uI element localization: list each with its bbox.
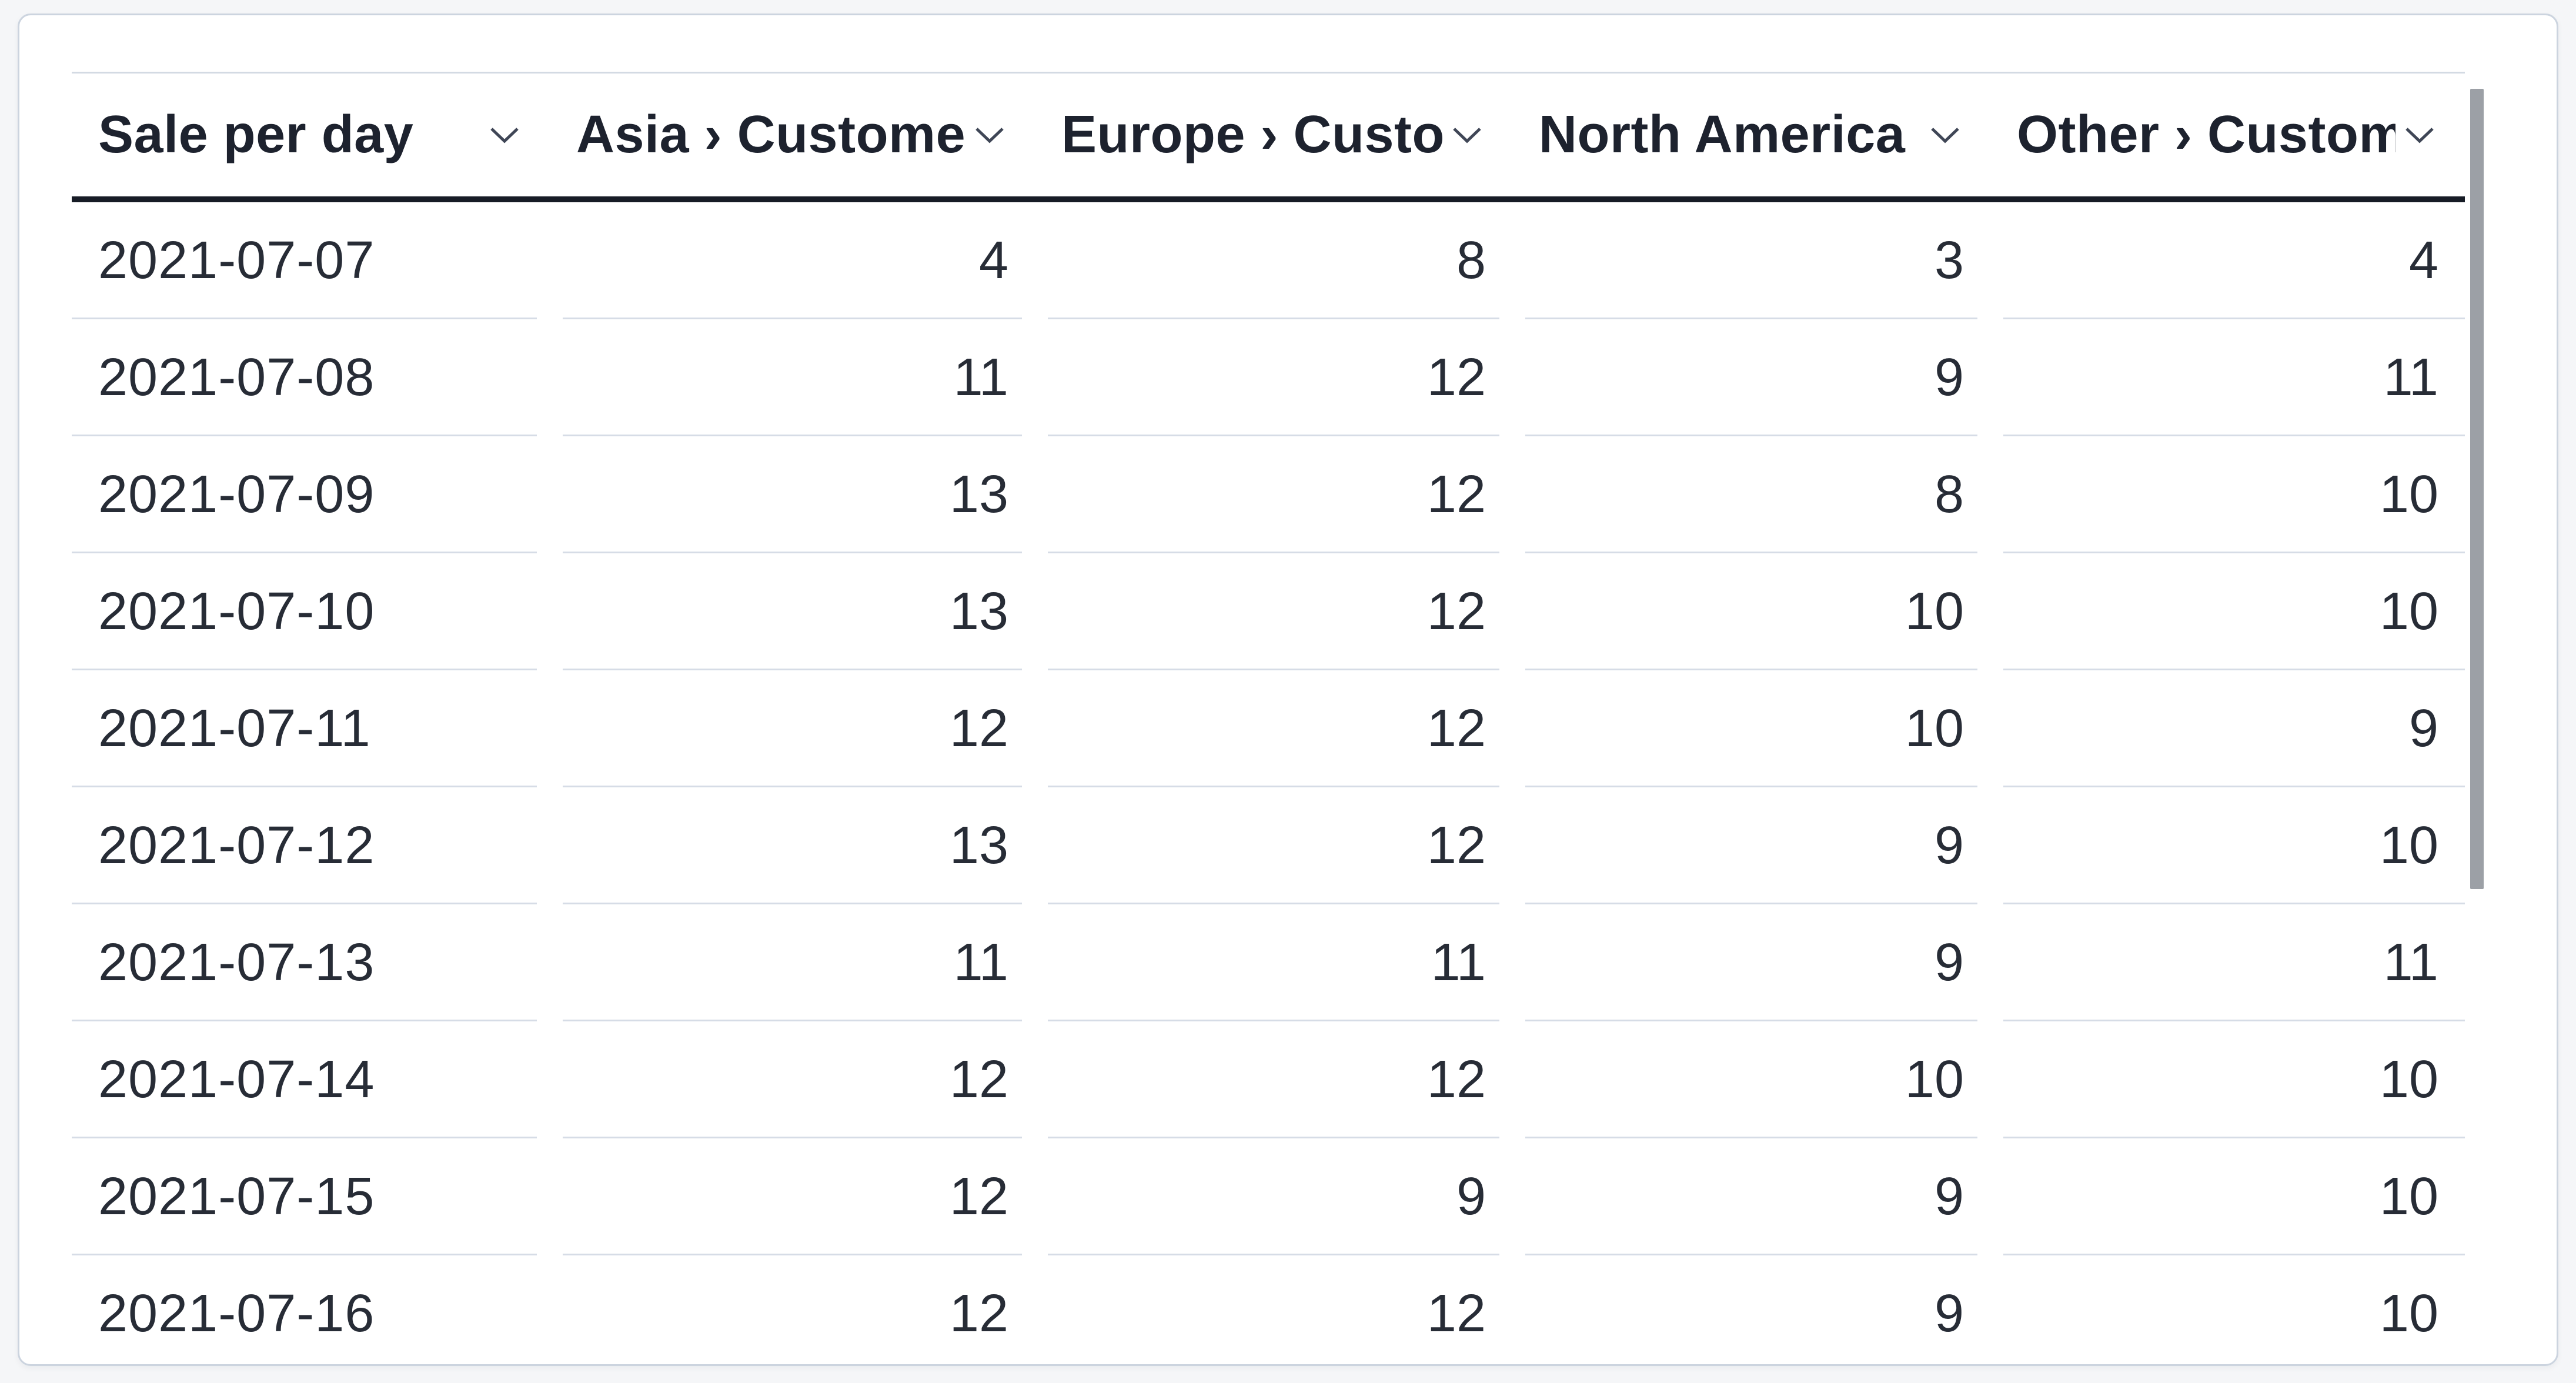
- cell-value[interactable]: 9: [1512, 1138, 1990, 1255]
- cell-value[interactable]: 13: [550, 787, 1035, 904]
- cell-value[interactable]: 10: [1990, 436, 2465, 553]
- column-header-north-america-customers[interactable]: North America › Customers: [1512, 74, 1990, 196]
- cell-value[interactable]: 12: [1035, 670, 1512, 787]
- table-row: 2021-07-09 13 12 8 10: [72, 436, 2465, 553]
- cell-value[interactable]: 12: [1035, 436, 1512, 553]
- column-header-europe-customers[interactable]: Europe › Customers: [1035, 74, 1512, 196]
- table-row: 2021-07-14 12 12 10 10: [72, 1021, 2465, 1138]
- column-header-asia-customers[interactable]: Asia › Customers: [550, 74, 1035, 196]
- table-row: 2021-07-08 11 12 9 11: [72, 319, 2465, 436]
- cell-value[interactable]: 12: [550, 1021, 1035, 1138]
- cell-date[interactable]: 2021-07-15: [72, 1138, 550, 1255]
- cell-value[interactable]: 12: [550, 670, 1035, 787]
- vertical-scrollbar-thumb[interactable]: [2470, 89, 2484, 889]
- table-body: 2021-07-07 4 8 3 4 2021-07-08 11 12 9 11 2021-07-0…: [72, 202, 2465, 1364]
- column-header-other-customers[interactable]: Other › Customers: [1990, 74, 2465, 196]
- cell-value[interactable]: 12: [1035, 787, 1512, 904]
- cell-value[interactable]: 9: [1512, 319, 1990, 436]
- cell-date[interactable]: 2021-07-09: [72, 436, 550, 553]
- cell-value[interactable]: 13: [550, 553, 1035, 670]
- cell-value[interactable]: 8: [1512, 436, 1990, 553]
- cell-value[interactable]: 9: [1934, 1284, 1964, 1343]
- cell-value[interactable]: 9: [1512, 904, 1990, 1021]
- cell-date[interactable]: 2021-07-12: [72, 787, 550, 904]
- cell-value[interactable]: 9: [1512, 787, 1990, 904]
- chevron-down-icon[interactable]: [1929, 126, 1961, 145]
- cell-date[interactable]: 2021-07-13: [72, 904, 550, 1021]
- cell-value[interactable]: 4: [1990, 202, 2465, 319]
- cell-value[interactable]: 12: [1426, 1284, 1486, 1343]
- chevron-down-icon[interactable]: [2404, 126, 2435, 145]
- cell-value[interactable]: 11: [550, 904, 1035, 1021]
- column-header-label: Europe › Customers: [1061, 105, 1443, 164]
- cell-value[interactable]: 8: [1035, 202, 1512, 319]
- cell-value[interactable]: 9: [1035, 1138, 1512, 1255]
- cell-value[interactable]: 10: [1990, 1138, 2465, 1255]
- cell-date[interactable]: 2021-07-07: [72, 202, 550, 319]
- column-header-label: North America › Customers: [1539, 105, 1921, 164]
- cell-value[interactable]: 12: [1035, 1021, 1512, 1138]
- cell-value[interactable]: 12: [949, 1284, 1008, 1343]
- cell-value[interactable]: 10: [1512, 1021, 1990, 1138]
- cell-value[interactable]: 10: [1990, 1021, 2465, 1138]
- table-row: 2021-07-16 12 12 9 10: [72, 1255, 2465, 1364]
- cell-date[interactable]: 2021-07-16: [98, 1284, 375, 1343]
- cell-value[interactable]: 4: [550, 202, 1035, 319]
- cell-date[interactable]: 2021-07-14: [72, 1021, 550, 1138]
- cell-value[interactable]: 12: [1035, 319, 1512, 436]
- column-header-label: Other › Customers: [2017, 105, 2395, 164]
- table-row: 2021-07-15 12 9 9 10: [72, 1138, 2465, 1255]
- cell-date[interactable]: 2021-07-08: [72, 319, 550, 436]
- cell-value[interactable]: 10: [1990, 553, 2465, 670]
- table-row: 2021-07-13 11 11 9 11: [72, 904, 2465, 1021]
- data-table: Sale per day Asia › Customers Europe › C…: [72, 72, 2465, 1364]
- cell-date[interactable]: 2021-07-10: [72, 553, 550, 670]
- cell-value[interactable]: 12: [550, 1138, 1035, 1255]
- table-row: 2021-07-11 12 12 10 9: [72, 670, 2465, 787]
- cell-value[interactable]: 10: [2379, 1284, 2438, 1343]
- cell-date[interactable]: 2021-07-11: [72, 670, 550, 787]
- cell-value[interactable]: 11: [1035, 904, 1512, 1021]
- cell-value[interactable]: 3: [1512, 202, 1990, 319]
- column-header-label: Sale per day: [98, 105, 414, 164]
- cell-value[interactable]: 11: [1990, 319, 2465, 436]
- table-row: 2021-07-07 4 8 3 4: [72, 202, 2465, 319]
- table-row: 2021-07-12 13 12 9 10: [72, 787, 2465, 904]
- table-visualization-card: Sale per day Asia › Customers Europe › C…: [18, 14, 2558, 1366]
- column-header-sale-per-day[interactable]: Sale per day: [72, 74, 550, 196]
- cell-value[interactable]: 13: [550, 436, 1035, 553]
- cell-value[interactable]: 11: [550, 319, 1035, 436]
- cell-value[interactable]: 10: [1512, 553, 1990, 670]
- cell-value[interactable]: 11: [1990, 904, 2465, 1021]
- cell-value[interactable]: 9: [1990, 670, 2465, 787]
- cell-value[interactable]: 10: [1990, 787, 2465, 904]
- chevron-down-icon[interactable]: [974, 126, 1005, 145]
- chevron-down-icon[interactable]: [489, 126, 520, 145]
- table-header-row: Sale per day Asia › Customers Europe › C…: [72, 72, 2465, 202]
- column-header-label: Asia › Customers: [576, 105, 965, 164]
- cell-value[interactable]: 10: [1512, 670, 1990, 787]
- table-row: 2021-07-10 13 12 10 10: [72, 553, 2465, 670]
- cell-value[interactable]: 12: [1035, 553, 1512, 670]
- chevron-down-icon[interactable]: [1451, 126, 1483, 145]
